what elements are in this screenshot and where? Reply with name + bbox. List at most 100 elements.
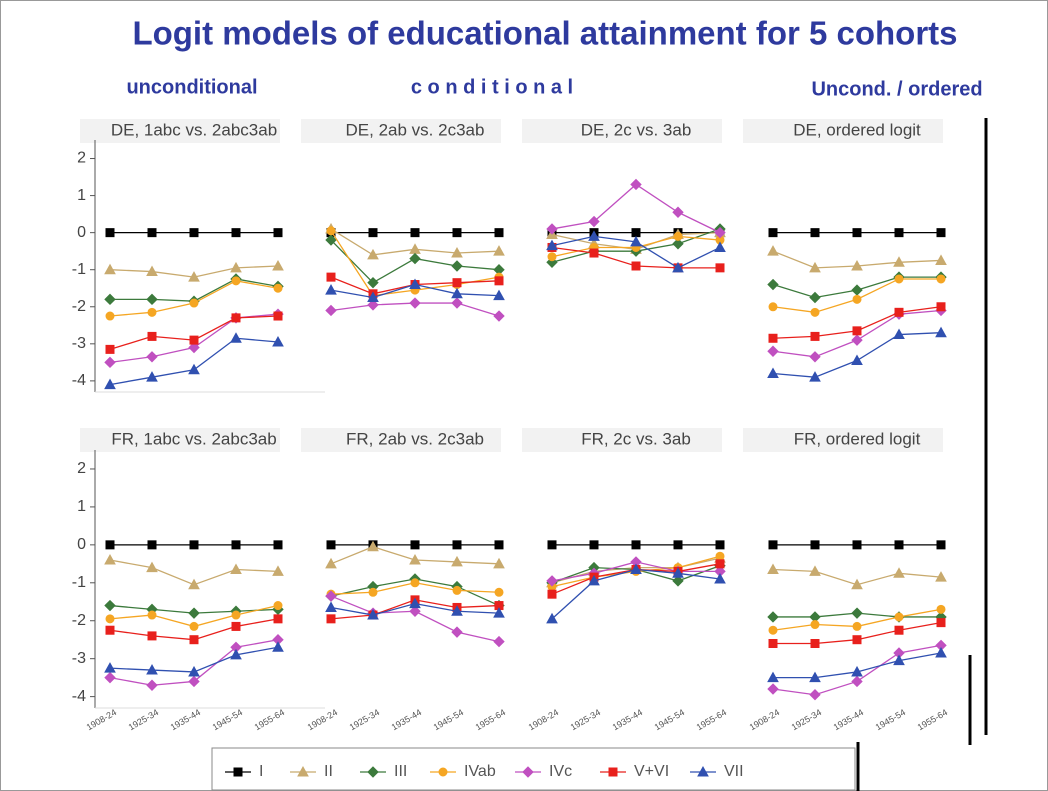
marker: [188, 271, 200, 282]
marker: [673, 231, 683, 241]
marker: [810, 307, 820, 317]
marker: [768, 639, 778, 648]
marker: [452, 278, 462, 288]
marker: [936, 618, 946, 628]
marker: [851, 607, 863, 619]
y-tick-label: 0: [77, 536, 86, 553]
marker: [104, 378, 116, 390]
marker: [768, 302, 778, 312]
marker: [231, 313, 241, 323]
marker: [231, 621, 241, 631]
marker: [936, 274, 946, 284]
marker: [673, 540, 683, 550]
marker: [893, 328, 905, 340]
marker: [297, 765, 309, 777]
y-tick-label: 2: [77, 150, 86, 167]
marker: [672, 575, 684, 587]
marker: [810, 228, 820, 238]
marker: [146, 351, 158, 363]
marker: [588, 574, 600, 586]
marker: [231, 610, 241, 620]
marker: [547, 589, 557, 599]
marker: [410, 578, 420, 588]
marker: [852, 540, 862, 550]
marker: [105, 625, 115, 635]
marker: [367, 248, 379, 260]
marker: [936, 604, 946, 614]
legend-box: [211, 747, 856, 791]
y-tick-label: -3: [72, 335, 86, 352]
panel-title-bg: [743, 119, 943, 143]
marker: [188, 665, 200, 677]
marker: [631, 540, 641, 550]
legend-label: IVab: [464, 763, 496, 780]
marker: [367, 276, 379, 289]
marker: [147, 228, 157, 238]
marker: [325, 284, 337, 295]
slide-title: Logit models of educational attainment f…: [132, 15, 957, 52]
panel-title: DE, 2ab vs. 2c3ab: [346, 120, 485, 139]
panel-title: FR, 2c vs. 3ab: [581, 429, 691, 448]
y-tick-label: 2: [77, 460, 86, 477]
marker: [851, 334, 863, 346]
marker: [104, 671, 116, 684]
marker: [852, 326, 862, 336]
marker: [104, 293, 116, 306]
panel-title: DE, ordered logit: [793, 120, 921, 139]
marker: [493, 557, 505, 569]
marker: [230, 563, 242, 575]
column-label: Uncond. / ordered: [811, 78, 982, 100]
marker: [852, 621, 862, 631]
marker: [146, 265, 158, 277]
marker: [493, 245, 505, 256]
marker: [894, 274, 904, 284]
marker: [852, 294, 862, 304]
marker: [273, 228, 283, 238]
marker: [409, 605, 421, 617]
y-tick-label: 0: [77, 224, 86, 241]
marker: [188, 341, 200, 354]
marker: [105, 614, 115, 624]
marker: [367, 766, 379, 778]
marker: [231, 540, 241, 550]
marker: [546, 612, 558, 624]
marker: [230, 261, 242, 273]
marker: [494, 228, 504, 238]
marker: [272, 641, 284, 652]
marker: [630, 235, 642, 247]
marker: [409, 597, 421, 609]
marker: [325, 557, 337, 569]
marker: [325, 590, 337, 602]
marker: [935, 571, 947, 582]
marker: [368, 587, 378, 597]
marker: [147, 540, 157, 550]
marker: [146, 371, 158, 382]
marker: [147, 610, 157, 620]
y-tick-label: -3: [72, 650, 86, 667]
marker: [810, 639, 820, 648]
marker: [325, 601, 337, 612]
marker: [631, 261, 641, 271]
marker: [547, 252, 557, 262]
marker: [546, 239, 558, 251]
marker: [368, 228, 378, 238]
marker: [188, 607, 200, 619]
marker: [810, 331, 820, 341]
marker: [546, 575, 558, 587]
marker: [146, 664, 158, 675]
marker: [325, 304, 337, 317]
marker: [409, 297, 421, 309]
marker: [715, 263, 725, 273]
marker: [188, 363, 200, 375]
marker: [104, 263, 116, 275]
marker: [493, 607, 505, 618]
marker: [493, 289, 505, 301]
marker: [273, 540, 283, 550]
y-tick-label: -1: [72, 261, 86, 278]
marker: [233, 767, 243, 777]
marker: [851, 675, 863, 688]
marker: [272, 259, 284, 271]
marker: [451, 297, 463, 309]
marker: [410, 228, 420, 238]
marker: [367, 299, 379, 311]
